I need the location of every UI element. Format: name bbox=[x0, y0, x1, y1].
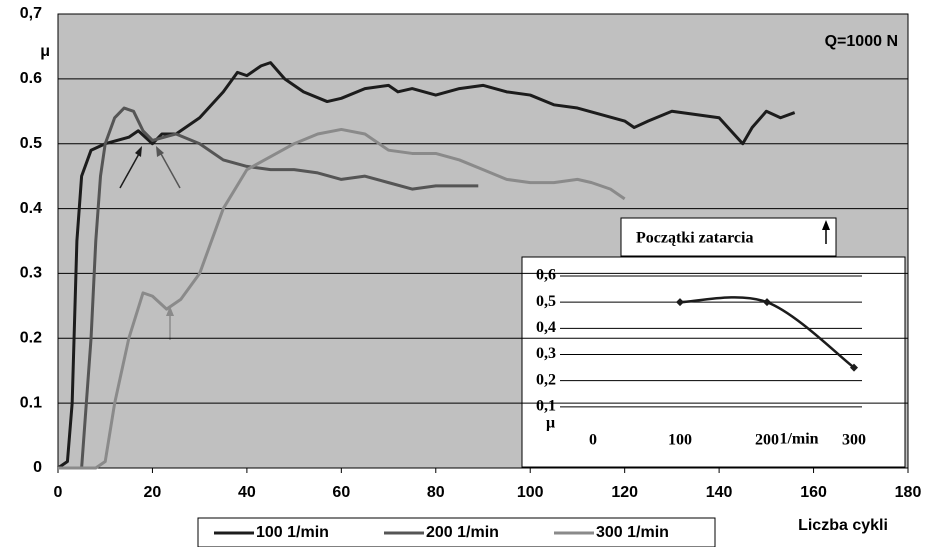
y-tick-label: 0,4 bbox=[536, 319, 556, 336]
x-tick-label: 140 bbox=[706, 484, 733, 501]
series-line bbox=[58, 106, 479, 470]
annotation-box bbox=[620, 217, 837, 257]
y-tick-label: 0.1 bbox=[20, 394, 42, 411]
x-tick-label: 100 bbox=[668, 432, 692, 449]
y-tick-label: 0.2 bbox=[20, 330, 42, 347]
point bbox=[850, 363, 858, 372]
point bbox=[676, 298, 684, 307]
y-tick-label: 0,6 bbox=[536, 267, 556, 284]
legend-label: 200 1/min bbox=[426, 524, 499, 541]
legend-label: 100 1/min bbox=[256, 524, 329, 541]
x-tick-label: 80 bbox=[427, 484, 445, 501]
y-tick-label: 0.4 bbox=[20, 200, 42, 217]
y-tick-label: 0,5 bbox=[536, 293, 556, 310]
legend-label: 300 1/min bbox=[596, 524, 669, 541]
y-tick-label: 0,3 bbox=[536, 345, 556, 362]
x-axis-label: Liczba cykli bbox=[798, 517, 888, 534]
x-tick-label: 20 bbox=[144, 484, 162, 501]
inset-y-label: μ bbox=[546, 415, 555, 432]
arrows bbox=[119, 146, 830, 340]
x-tick-label: 180 bbox=[895, 484, 922, 501]
series-line bbox=[57, 61, 796, 470]
y-tick-label: 0,7 bbox=[20, 5, 42, 22]
x-tick-label: 40 bbox=[238, 484, 256, 501]
point bbox=[763, 298, 771, 307]
annotation: Początki zatarcia bbox=[636, 230, 753, 247]
y-tick-label: 0.3 bbox=[20, 265, 42, 282]
x-tick-label: 60 bbox=[332, 484, 350, 501]
y-tick-label: 0 bbox=[33, 459, 42, 476]
legend bbox=[197, 517, 716, 547]
annotation: Q=1000 N bbox=[825, 33, 898, 50]
x-tick-label: 0 bbox=[589, 432, 597, 449]
y-tick-label: 0.5 bbox=[20, 135, 42, 152]
y-tick-label: 0.6 bbox=[20, 70, 42, 87]
x-tick-label: 0 bbox=[54, 484, 63, 501]
x-tick-label: 100 bbox=[517, 484, 544, 501]
y-axis-label: μ bbox=[40, 43, 50, 60]
y-tick-label: 0,2 bbox=[536, 371, 556, 388]
x-tick-label: 160 bbox=[800, 484, 827, 501]
inset-x-unit: 1/min bbox=[779, 431, 818, 448]
inset bbox=[521, 256, 906, 468]
x-tick-label: 300 bbox=[842, 432, 866, 449]
y-tick-label: 0,1 bbox=[536, 398, 556, 415]
x-tick-label: 120 bbox=[611, 484, 638, 501]
series-line bbox=[58, 127, 626, 470]
x-tick-label: 200 bbox=[755, 432, 779, 449]
